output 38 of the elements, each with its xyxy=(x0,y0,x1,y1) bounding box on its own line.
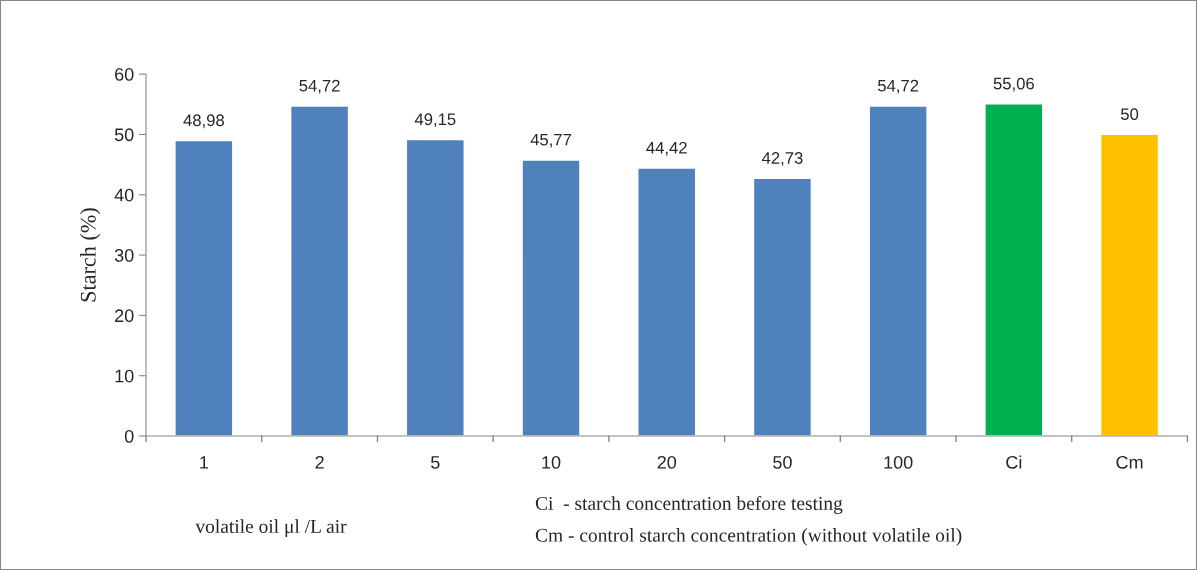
data-label: 54,72 xyxy=(877,79,919,94)
data-label: 55,06 xyxy=(993,77,1034,92)
data-label: 48,98 xyxy=(183,114,225,129)
x-tick-label: 1 xyxy=(200,456,209,469)
text: Cm - control starch concentration (without volatile oil) xyxy=(535,528,962,546)
bar xyxy=(289,105,350,437)
y-tick-label: 40 xyxy=(114,188,134,202)
y-tick-label: 50 xyxy=(114,128,134,142)
data-label: 54,72 xyxy=(299,79,340,94)
y-tick-label: 30 xyxy=(114,249,134,262)
data-label: 44,42 xyxy=(646,141,687,156)
x-tick-label: 10 xyxy=(542,455,561,469)
x-tick-label: 20 xyxy=(657,455,677,469)
bar xyxy=(752,177,813,437)
y-tick-label: 10 xyxy=(115,369,134,383)
bar xyxy=(521,159,581,437)
data-label: 45,77 xyxy=(530,133,572,148)
y-tick-label: 60 xyxy=(115,68,134,81)
bar xyxy=(868,105,928,437)
data-label: 49,15 xyxy=(414,113,456,128)
y-tick-label: 20 xyxy=(115,309,134,323)
x-tick-label: 2 xyxy=(315,455,324,469)
bar xyxy=(637,167,697,437)
x-tick-label: Cm xyxy=(1116,455,1143,469)
data-label: 50 xyxy=(1120,108,1139,121)
x-axis-title: volatile oil μl /L air xyxy=(195,519,347,537)
x-tick-label: 100 xyxy=(884,455,913,469)
y-tick-label: 0 xyxy=(124,429,134,443)
x-tick-label: 5 xyxy=(431,456,440,469)
x-tick-label: Ci xyxy=(1006,455,1022,469)
x-tick-label: 50 xyxy=(773,455,792,469)
data-label: 42,73 xyxy=(761,152,803,166)
y-axis-title: Starch (%) xyxy=(80,208,101,302)
bar xyxy=(174,139,234,437)
bar xyxy=(984,103,1044,437)
bar xyxy=(405,138,465,437)
text: Ci - starch concentration before testing xyxy=(535,496,843,514)
bar xyxy=(1099,133,1160,437)
